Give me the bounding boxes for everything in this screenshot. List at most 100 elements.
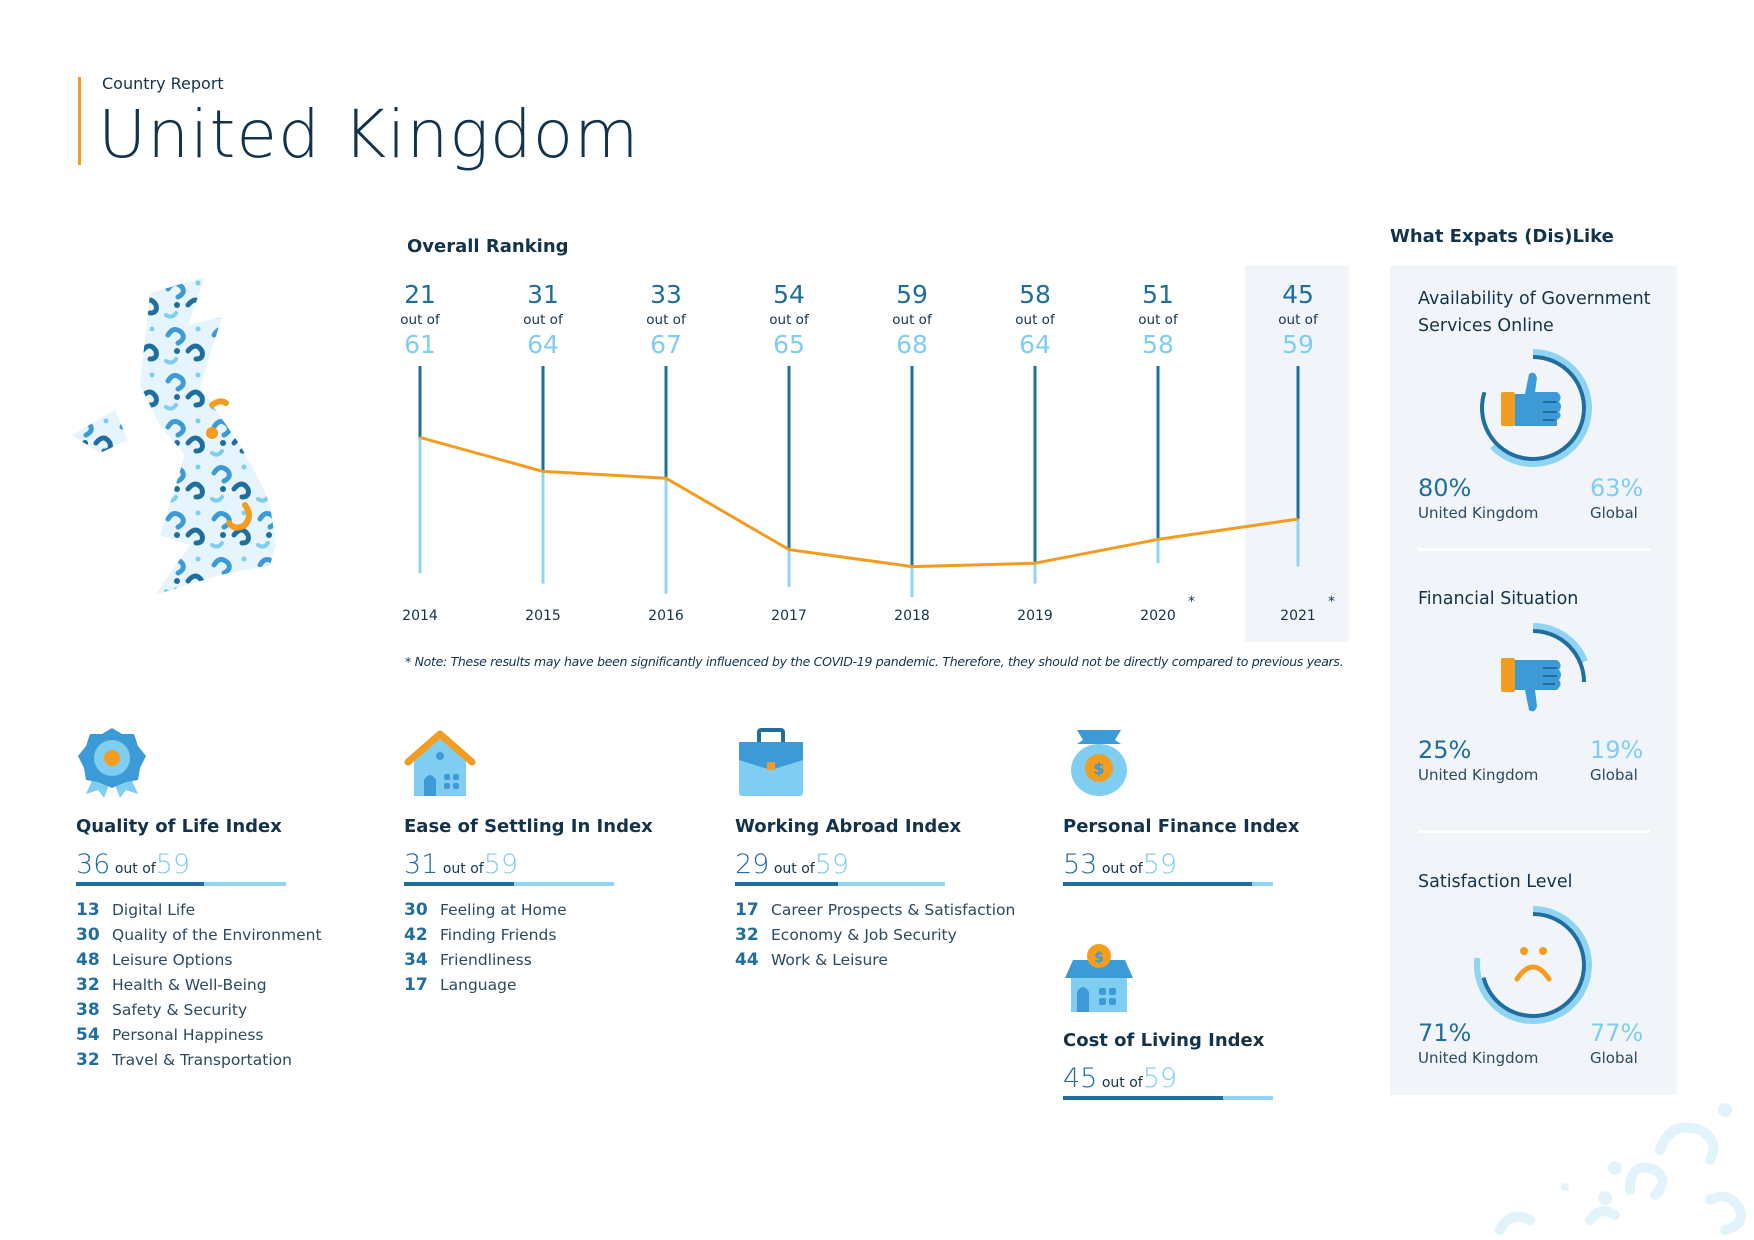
like-item-government-services: Availability of Government Services Onli… bbox=[1418, 286, 1658, 522]
sub-index-list: 30 Feeling at Home 42 Finding Friends 34 Frie… bbox=[404, 898, 704, 998]
total-value: 61 bbox=[404, 330, 436, 359]
likes-panel: Availability of Government Services Onli… bbox=[1390, 266, 1677, 1095]
index-total: 59 bbox=[814, 849, 850, 880]
uk-arc bbox=[1481, 912, 1586, 1018]
sub-index-item: 17 Language bbox=[404, 973, 704, 998]
index-progress-fill bbox=[76, 882, 205, 886]
like-question: Availability of Government Services Onli… bbox=[1418, 289, 1651, 336]
index-score: 29 out of59 bbox=[735, 849, 1035, 880]
year-label: 2021 bbox=[1280, 608, 1316, 624]
year-label: 2020 bbox=[1140, 608, 1176, 624]
sub-index-label: Leisure Options bbox=[112, 951, 233, 969]
sub-index-rank: 42 bbox=[404, 925, 428, 945]
sub-index-rank: 32 bbox=[735, 925, 759, 945]
index-rank: 31 bbox=[404, 849, 439, 880]
covid-note: * Note: These results may have been sign… bbox=[405, 654, 1344, 669]
sub-index-item: 13 Digital Life bbox=[76, 898, 376, 923]
sub-index-item: 30 Feeling at Home bbox=[404, 898, 704, 923]
rank-value: 58 bbox=[1019, 280, 1051, 309]
index-progress-bar bbox=[1063, 882, 1273, 886]
sub-index-item: 38 Safety & Security bbox=[76, 998, 376, 1023]
year-label: 2017 bbox=[771, 608, 807, 624]
sub-index-rank: 17 bbox=[404, 975, 428, 995]
sub-index-rank: 48 bbox=[76, 950, 100, 970]
rank-value: 21 bbox=[404, 280, 436, 309]
sub-index-item: 42 Finding Friends bbox=[404, 923, 704, 948]
rank-value: 51 bbox=[1142, 280, 1174, 309]
total-value: 64 bbox=[1019, 330, 1051, 359]
briefcase-icon bbox=[739, 728, 803, 796]
sub-index-item: 17 Career Prospects & Satisfaction bbox=[735, 898, 1035, 923]
like-item-financial-situation: Financial Situation 25% 19% United Kingd… bbox=[1418, 586, 1658, 784]
index-progress-bar bbox=[1063, 1096, 1273, 1100]
asterisk-marker: * bbox=[1188, 594, 1195, 610]
index-score: 36 out of59 bbox=[76, 849, 376, 880]
global-value: 19% bbox=[1590, 736, 1644, 764]
sub-index-list: 13 Digital Life 30 Quality of the Environme… bbox=[76, 898, 376, 1073]
out-of-label: out of bbox=[1138, 312, 1178, 328]
out-of-label: out of bbox=[523, 312, 563, 328]
sub-index-rank: 44 bbox=[735, 950, 759, 970]
uk-arc bbox=[1480, 355, 1586, 461]
year-label: 2018 bbox=[894, 608, 930, 624]
total-value: 68 bbox=[896, 330, 928, 359]
index-title: Quality of Life Index bbox=[76, 816, 282, 837]
out-of-label: out of bbox=[646, 312, 686, 328]
uk-label: United Kingdom bbox=[1418, 504, 1539, 522]
rank-value: 54 bbox=[773, 280, 805, 309]
rank-value: 59 bbox=[896, 280, 928, 309]
index-cost-of-living: $ Cost of Living Index 45 out of59 bbox=[1063, 940, 1363, 1100]
global-value: 77% bbox=[1590, 1019, 1644, 1047]
uk-arc bbox=[1532, 629, 1586, 683]
sub-index-rank: 30 bbox=[404, 900, 428, 920]
sub-index-label: Work & Leisure bbox=[771, 951, 888, 969]
out-of-label: out of bbox=[769, 312, 809, 328]
header-accent-bar bbox=[78, 77, 81, 165]
out-of-label: out of bbox=[442, 861, 484, 877]
sub-index-item: 48 Leisure Options bbox=[76, 948, 376, 973]
likes-heading: What Expats (Dis)Like bbox=[1390, 226, 1614, 247]
like-question: Financial Situation bbox=[1418, 589, 1579, 609]
uk-label: United Kingdom bbox=[1418, 1049, 1539, 1067]
index-total: 59 bbox=[1142, 1063, 1178, 1094]
uk-map-illustration bbox=[72, 277, 276, 595]
sub-index-label: Friendliness bbox=[440, 951, 532, 969]
out-of-label: out of bbox=[1015, 312, 1055, 328]
uk-label: United Kingdom bbox=[1418, 766, 1539, 784]
sub-index-rank: 32 bbox=[76, 1050, 100, 1070]
index-progress-bar bbox=[404, 882, 614, 886]
out-of-label: out of bbox=[1278, 312, 1318, 328]
index-score: 45 out of59 bbox=[1063, 1063, 1363, 1094]
like-question: Satisfaction Level bbox=[1418, 872, 1573, 892]
report-subtitle: Country Report bbox=[102, 74, 224, 93]
sad-face-icon bbox=[1514, 947, 1552, 982]
thumbs-up-icon bbox=[1501, 372, 1561, 426]
total-value: 64 bbox=[527, 330, 559, 359]
sub-index-item: 32 Economy & Job Security bbox=[735, 923, 1035, 948]
thumbs-down-icon bbox=[1501, 658, 1561, 712]
index-progress-fill bbox=[735, 882, 838, 886]
sub-index-label: Travel & Transportation bbox=[112, 1051, 292, 1069]
gauge-thumbs-up bbox=[1480, 349, 1592, 467]
global-label: Global bbox=[1590, 1049, 1638, 1067]
like-item-satisfaction-level: Satisfaction Level 71% 77% United Kingdo… bbox=[1418, 869, 1658, 1067]
sub-index-rank: 30 bbox=[76, 925, 100, 945]
index-title: Working Abroad Index bbox=[735, 816, 962, 837]
index-total: 59 bbox=[155, 849, 191, 880]
sub-index-item: 32 Travel & Transportation bbox=[76, 1048, 376, 1073]
sub-index-item: 32 Health & Well-Being bbox=[76, 973, 376, 998]
global-arc bbox=[1474, 906, 1592, 1024]
index-score: 53 out of59 bbox=[1063, 849, 1363, 880]
global-label: Global bbox=[1590, 766, 1638, 784]
year-label: 2014 bbox=[402, 608, 438, 624]
out-of-label: out of bbox=[773, 861, 815, 877]
sub-index-label: Language bbox=[440, 976, 517, 994]
uk-value: 80% bbox=[1418, 474, 1472, 502]
rank-value: 31 bbox=[527, 280, 559, 309]
index-total: 59 bbox=[1142, 849, 1178, 880]
out-of-label: out of bbox=[114, 861, 156, 877]
rank-trend-line bbox=[419, 435, 1299, 569]
index-total: 59 bbox=[483, 849, 519, 880]
sub-index-rank: 32 bbox=[76, 975, 100, 995]
index-rank: 29 bbox=[735, 849, 770, 880]
